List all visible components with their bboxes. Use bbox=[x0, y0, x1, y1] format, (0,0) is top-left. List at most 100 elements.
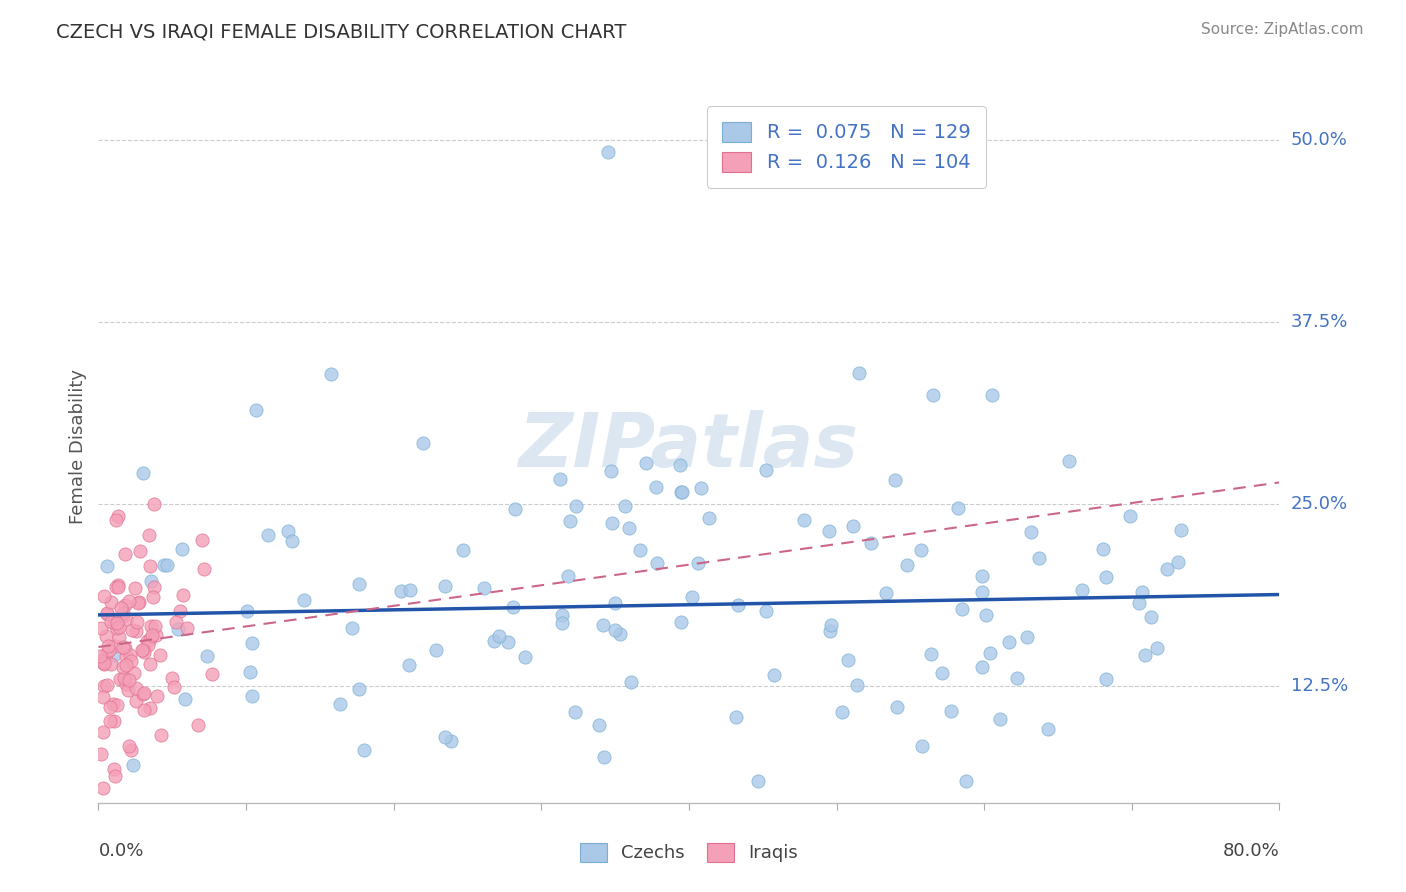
Point bbox=[281, 534, 304, 549]
Point bbox=[107, 508, 129, 523]
Text: ZIPatlas: ZIPatlas bbox=[519, 409, 859, 483]
Point bbox=[1156, 562, 1178, 576]
Point bbox=[628, 542, 651, 557]
Point bbox=[201, 667, 224, 681]
Point bbox=[425, 643, 447, 657]
Point bbox=[921, 388, 943, 402]
Point bbox=[845, 678, 868, 692]
Point bbox=[89, 648, 111, 663]
Point bbox=[389, 583, 412, 598]
Point bbox=[950, 602, 973, 616]
Point bbox=[93, 657, 115, 672]
Point bbox=[93, 657, 115, 671]
Point bbox=[191, 533, 214, 548]
Point bbox=[132, 467, 155, 481]
Point bbox=[93, 589, 115, 603]
Point bbox=[505, 501, 527, 516]
Point bbox=[831, 705, 853, 719]
Point bbox=[115, 658, 138, 673]
Point bbox=[1095, 569, 1118, 583]
Point bbox=[883, 473, 905, 487]
Point bbox=[108, 630, 131, 644]
Point bbox=[111, 640, 134, 654]
Point bbox=[820, 624, 842, 638]
Point bbox=[121, 624, 143, 638]
Point bbox=[115, 612, 138, 626]
Point bbox=[156, 558, 179, 572]
Point bbox=[451, 542, 474, 557]
Point bbox=[91, 725, 114, 739]
Point bbox=[353, 743, 375, 757]
Point bbox=[195, 648, 218, 663]
Point bbox=[125, 681, 148, 695]
Point bbox=[96, 678, 118, 692]
Point bbox=[564, 705, 586, 719]
Point bbox=[122, 758, 145, 772]
Point bbox=[98, 643, 121, 657]
Point bbox=[103, 615, 125, 630]
Point bbox=[98, 700, 121, 714]
Point bbox=[1167, 555, 1189, 569]
Point bbox=[697, 510, 720, 524]
Point bbox=[980, 388, 1002, 402]
Text: Source: ZipAtlas.com: Source: ZipAtlas.com bbox=[1201, 22, 1364, 37]
Text: 80.0%: 80.0% bbox=[1223, 842, 1279, 860]
Point bbox=[931, 666, 953, 681]
Point bbox=[669, 485, 692, 500]
Point bbox=[763, 667, 786, 681]
Point bbox=[112, 660, 135, 674]
Point bbox=[1005, 671, 1028, 685]
Point bbox=[599, 464, 621, 478]
Point bbox=[150, 728, 173, 742]
Point bbox=[138, 528, 160, 542]
Point bbox=[602, 516, 624, 530]
Point bbox=[114, 641, 136, 656]
Point bbox=[1019, 525, 1042, 540]
Point bbox=[96, 647, 118, 661]
Point bbox=[329, 697, 352, 711]
Point bbox=[998, 635, 1021, 649]
Point bbox=[104, 639, 127, 653]
Point bbox=[136, 633, 159, 648]
Point bbox=[292, 592, 315, 607]
Point bbox=[142, 580, 165, 594]
Point bbox=[440, 734, 463, 748]
Text: 0.0%: 0.0% bbox=[98, 842, 143, 860]
Point bbox=[614, 500, 637, 514]
Point bbox=[837, 653, 859, 667]
Point bbox=[342, 621, 364, 635]
Point bbox=[941, 704, 963, 718]
Point bbox=[886, 699, 908, 714]
Point bbox=[634, 456, 657, 470]
Point bbox=[132, 687, 155, 701]
Point bbox=[974, 608, 997, 623]
Point bbox=[100, 657, 122, 671]
Point bbox=[910, 543, 932, 558]
Point bbox=[671, 615, 693, 630]
Point bbox=[111, 607, 134, 621]
Legend: Czechs, Iraqis: Czechs, Iraqis bbox=[572, 836, 806, 870]
Point bbox=[107, 578, 129, 592]
Point bbox=[90, 621, 112, 635]
Point bbox=[319, 367, 342, 381]
Point bbox=[142, 590, 165, 604]
Point bbox=[496, 635, 519, 649]
Point bbox=[955, 774, 977, 789]
Point bbox=[860, 535, 883, 549]
Point bbox=[118, 673, 141, 687]
Point bbox=[193, 562, 215, 576]
Point bbox=[114, 598, 136, 612]
Point bbox=[681, 590, 703, 604]
Point bbox=[1119, 509, 1142, 524]
Point bbox=[112, 671, 135, 685]
Point bbox=[347, 577, 370, 591]
Point bbox=[127, 615, 149, 629]
Point bbox=[240, 689, 263, 703]
Point bbox=[1170, 523, 1192, 537]
Point bbox=[103, 714, 125, 728]
Point bbox=[399, 583, 422, 598]
Point bbox=[875, 585, 897, 599]
Point bbox=[896, 558, 918, 572]
Point bbox=[686, 556, 709, 570]
Point bbox=[170, 542, 193, 557]
